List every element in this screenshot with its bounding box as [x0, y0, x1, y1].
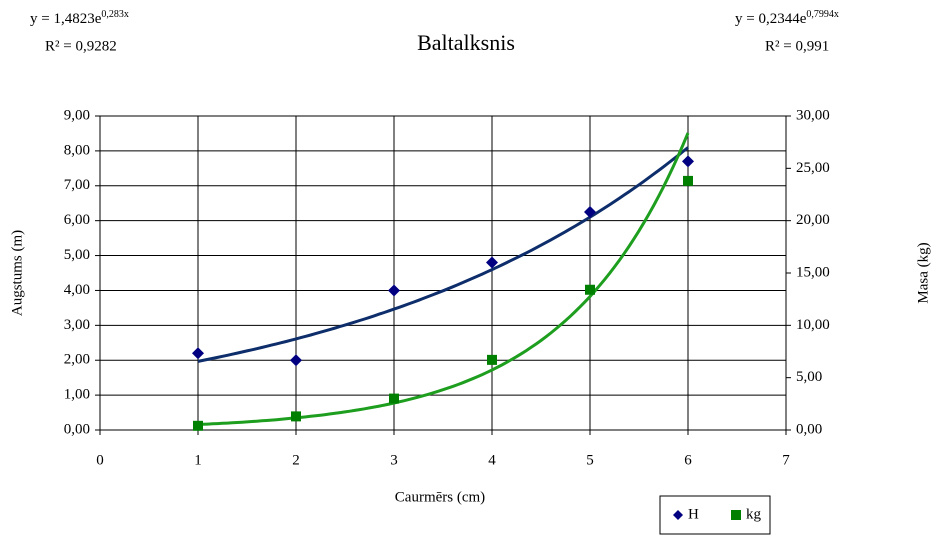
point	[192, 347, 204, 360]
point	[486, 256, 498, 269]
y-tick-label: 9,00	[64, 107, 90, 123]
point	[682, 155, 694, 168]
x-tick-label: 2	[292, 452, 300, 468]
trendline-equation: y = 0,2344e0,7994x	[735, 9, 839, 28]
x-tick-label: 1	[194, 452, 202, 468]
y-tick-label: 1,00	[64, 387, 90, 403]
x-tick-label: 5	[586, 452, 594, 468]
x-tick-label: 7	[782, 452, 790, 468]
trendline	[197, 132, 690, 426]
y2-tick-label: 5,00	[796, 369, 822, 385]
trendline-equation: y = 1,4823e0,283x	[30, 9, 129, 28]
point	[584, 205, 596, 218]
point	[585, 284, 595, 295]
trendline-r2: R² = 0,9282	[45, 38, 117, 54]
legend-marker	[731, 510, 741, 520]
y-axis-label: Augstums (m)	[9, 230, 25, 316]
point	[487, 354, 497, 365]
legend-label: H	[688, 506, 699, 522]
y-tick-label: 6,00	[64, 212, 90, 228]
trendline-r2: R² = 0,991	[765, 38, 829, 54]
x-tick-label: 0	[96, 452, 104, 468]
trendline	[197, 146, 689, 363]
equation-base: y = 0,2344e	[735, 11, 807, 27]
point	[291, 411, 301, 422]
equation-exponent: 0,7994x	[806, 9, 839, 20]
point	[193, 420, 203, 431]
y2-tick-label: 15,00	[796, 264, 830, 280]
legend-marker	[673, 510, 683, 520]
equation-exponent: 0,283x	[101, 9, 129, 20]
y2-tick-label: 30,00	[796, 107, 830, 123]
y-tick-label: 5,00	[64, 247, 90, 263]
point	[388, 284, 400, 297]
point	[290, 354, 302, 367]
legend-label: kg	[746, 506, 762, 522]
point	[683, 175, 693, 186]
plot-border	[99, 115, 787, 431]
y2-axis-label: Masa (kg)	[915, 242, 931, 303]
y2-tick-label: 0,00	[796, 421, 822, 437]
point	[389, 393, 399, 404]
y2-tick-label: 10,00	[796, 317, 830, 333]
y-tick-label: 0,00	[64, 421, 90, 437]
x-tick-label: 3	[390, 452, 398, 468]
x-axis-label: Caurmērs (cm)	[395, 489, 485, 505]
chart-title: Baltalksnis	[417, 30, 515, 55]
y2-tick-label: 20,00	[796, 212, 830, 228]
x-tick-label: 6	[684, 452, 692, 468]
y-tick-label: 8,00	[64, 142, 90, 158]
y-tick-label: 4,00	[64, 282, 90, 298]
equation-base: y = 1,4823e	[30, 11, 102, 27]
y-tick-label: 2,00	[64, 352, 90, 368]
x-tick-label: 4	[488, 452, 496, 468]
y2-tick-label: 25,00	[796, 160, 830, 176]
y-tick-label: 7,00	[64, 177, 90, 193]
y-tick-label: 3,00	[64, 317, 90, 333]
